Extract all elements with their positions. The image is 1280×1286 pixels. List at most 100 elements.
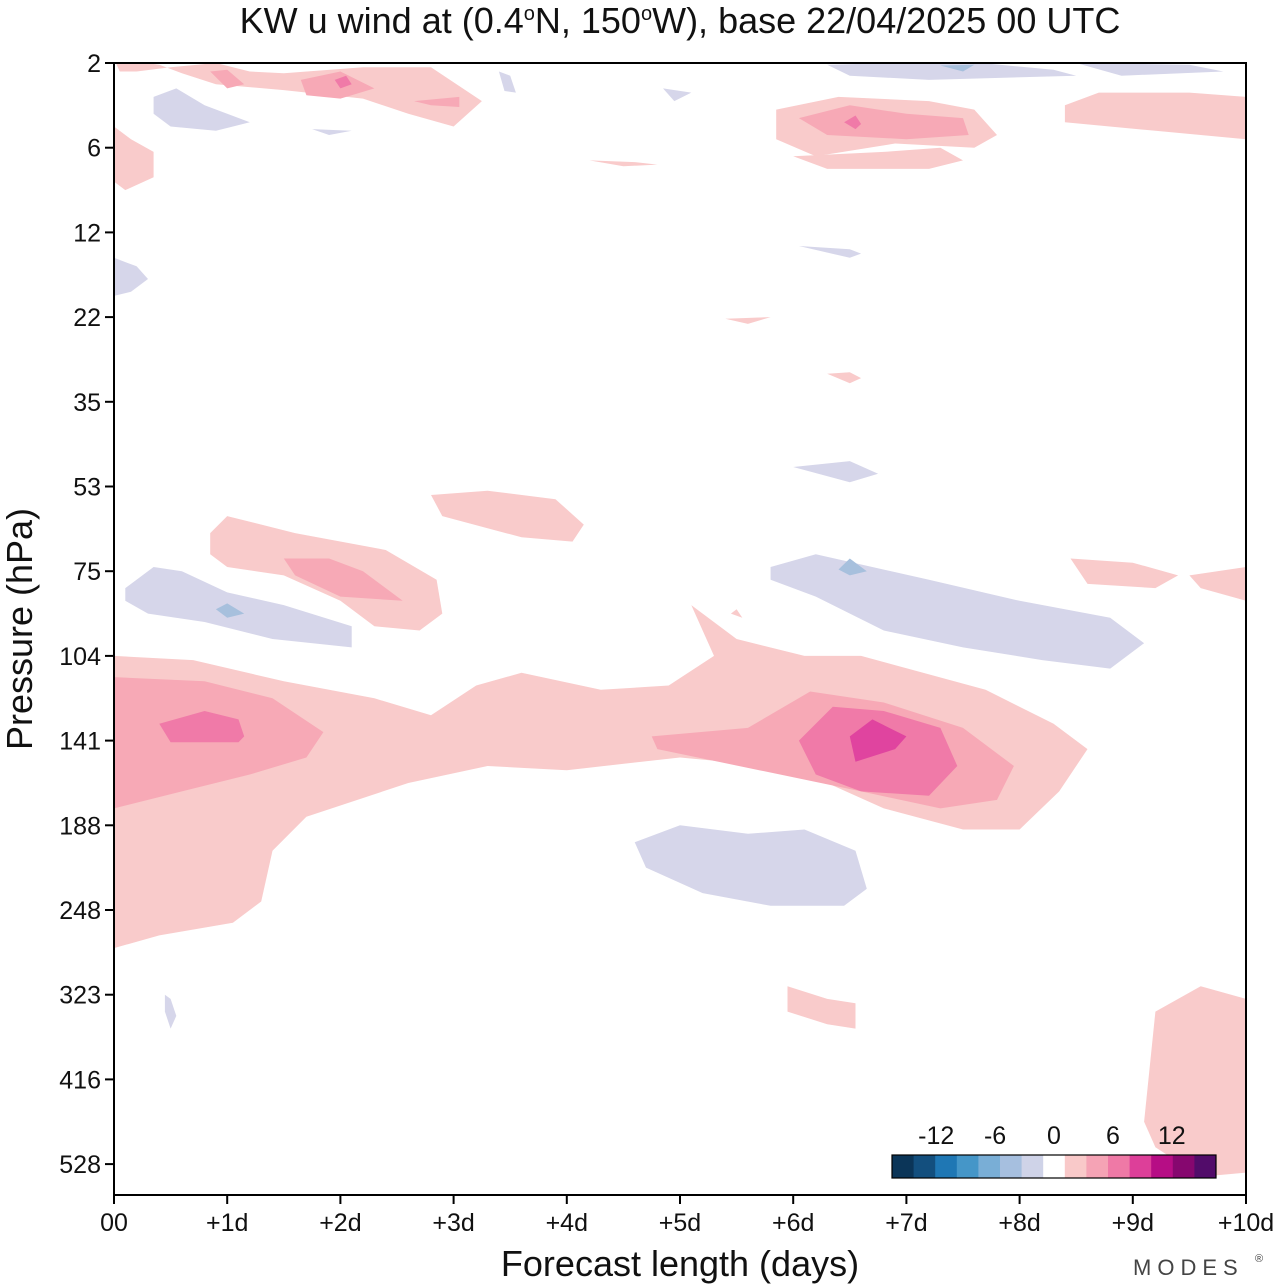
- contour-region-neg1: [793, 461, 879, 483]
- y-tick-label: 416: [59, 1066, 101, 1094]
- y-tick-label: 528: [59, 1151, 101, 1179]
- y-tick-label: 6: [87, 135, 101, 163]
- contour-region-pos2: [414, 96, 460, 107]
- contour-region-pos1: [431, 490, 584, 542]
- contour-region-pos1: [730, 609, 743, 618]
- contour-region-pos1: [1189, 567, 1246, 601]
- x-tick-label: 00: [100, 1209, 128, 1237]
- colorbar-label: 0: [1047, 1122, 1061, 1150]
- contour-region-pos1: [725, 317, 771, 324]
- contour-region-neg2: [838, 558, 867, 576]
- contour-region-neg1: [798, 246, 862, 258]
- colorbar-swatch: [1108, 1155, 1131, 1178]
- x-tick-label: +9d: [1112, 1209, 1154, 1237]
- modes-logo: MODES ®: [1133, 1253, 1263, 1280]
- contour-region-neg1: [827, 63, 1077, 80]
- colorbar-label: -6: [984, 1122, 1006, 1150]
- colorbar-swatch: [956, 1155, 979, 1178]
- contour-region-pos1: [114, 605, 1088, 949]
- contour-region-pos2: [283, 558, 403, 601]
- colorbar-swatch: [1129, 1155, 1152, 1178]
- y-tick-label: 75: [73, 558, 101, 586]
- contour-region-pos2: [210, 69, 245, 89]
- contour-region-pos4: [849, 719, 907, 762]
- x-axis: 00 +1d +2d +3d +4d +5d +6d +7d +8d +9d +10d: [100, 1195, 1274, 1237]
- contour-region-neg1: [164, 994, 177, 1029]
- colorbar-swatch: [1151, 1155, 1174, 1178]
- x-tick-label: +8d: [998, 1209, 1040, 1237]
- contour-region-pos1: [787, 986, 856, 1029]
- brand-name: MODES: [1133, 1255, 1244, 1280]
- colorbar-swatch: [913, 1155, 936, 1178]
- contour-region-neg1: [153, 88, 250, 131]
- contour-region-pos1: [114, 126, 154, 191]
- y-axis-label: Pressure (hPa): [0, 508, 40, 750]
- contour-region-neg1: [634, 825, 867, 906]
- contour-region-pos2: [798, 105, 969, 140]
- x-tick-label: +1d: [206, 1209, 248, 1237]
- contour-region-neg1: [498, 71, 516, 93]
- y-axis: 2 6 12 22 35 53 75 104 141 188 248 323 416 528: [59, 50, 114, 1179]
- x-tick-label: +5d: [659, 1209, 701, 1237]
- colorbar-swatches: [892, 1155, 1217, 1178]
- colorbar-swatch: [1064, 1155, 1087, 1178]
- contour-region-pos3: [334, 75, 352, 89]
- x-tick-label: +3d: [432, 1209, 474, 1237]
- contour-region-neg1: [663, 88, 692, 102]
- x-axis-label: Forecast length (days): [501, 1243, 859, 1284]
- colorbar-label: 6: [1106, 1122, 1120, 1150]
- y-tick-label: 2: [87, 50, 101, 78]
- colorbar-swatch: [892, 1155, 915, 1178]
- contour-region-pos3: [844, 115, 862, 130]
- contour-region-pos1: [1070, 558, 1179, 589]
- colorbar-legend: -12 -6 0 6 12: [891, 1122, 1217, 1179]
- contour-region-pos1: [1144, 986, 1246, 1177]
- contour-region-neg1: [312, 129, 352, 135]
- y-tick-label: 188: [59, 812, 101, 840]
- contour-region-pos1: [115, 63, 482, 127]
- colorbar-swatch: [1086, 1155, 1109, 1178]
- plot-area: [113, 62, 1247, 1196]
- contour-region-pos2: [114, 677, 324, 809]
- x-tick-label: +7d: [885, 1209, 927, 1237]
- y-tick-label: 323: [59, 982, 101, 1010]
- y-tick-label: 22: [73, 304, 101, 332]
- contour-region-neg2: [940, 64, 975, 72]
- colorbar-swatch: [1194, 1155, 1217, 1178]
- x-tick-label: +4d: [546, 1209, 588, 1237]
- y-tick-label: 53: [73, 474, 101, 502]
- x-tick-label: +10d: [1218, 1209, 1274, 1237]
- chart-title: KW u wind at (0.4oN, 150oW), base 22/04/…: [240, 0, 1121, 41]
- contour-region-neg1: [114, 257, 148, 296]
- contour-region-neg2: [215, 603, 245, 618]
- y-tick-label: 104: [59, 643, 101, 671]
- contour-region-neg1: [125, 567, 352, 648]
- x-tick-label: +2d: [319, 1209, 361, 1237]
- contour-regions: [114, 63, 1246, 1195]
- contour-region-pos1: [827, 372, 862, 384]
- colorbar-label: 12: [1158, 1122, 1186, 1150]
- contour-region-pos2: [300, 71, 375, 99]
- colorbar-swatch: [1021, 1155, 1044, 1178]
- colorbar-labels: -12 -6 0 6 12: [918, 1122, 1186, 1150]
- contour-region-pos1: [589, 160, 658, 167]
- y-tick-label: 248: [59, 897, 101, 925]
- contour-region-pos1: [555, 715, 596, 750]
- brand-mark: ®: [1255, 1253, 1263, 1265]
- colorbar-frame: [891, 1154, 1217, 1179]
- contour-region-pos1: [793, 147, 963, 169]
- y-tick-label: 35: [73, 389, 101, 417]
- contour-region-neg1: [1076, 63, 1224, 76]
- colorbar-swatch: [935, 1155, 958, 1178]
- colorbar-label: -12: [918, 1122, 954, 1150]
- colorbar-swatch: [1172, 1155, 1195, 1178]
- y-tick-label: 12: [73, 219, 101, 247]
- x-tick-label: +6d: [772, 1209, 814, 1237]
- colorbar-swatch: [978, 1155, 1001, 1178]
- contour-region-neg1: [770, 554, 1145, 669]
- y-tick-label: 141: [59, 728, 101, 756]
- colorbar-swatch: [1043, 1155, 1066, 1178]
- colorbar-swatch: [1000, 1155, 1023, 1178]
- contour-region-pos3: [159, 711, 245, 743]
